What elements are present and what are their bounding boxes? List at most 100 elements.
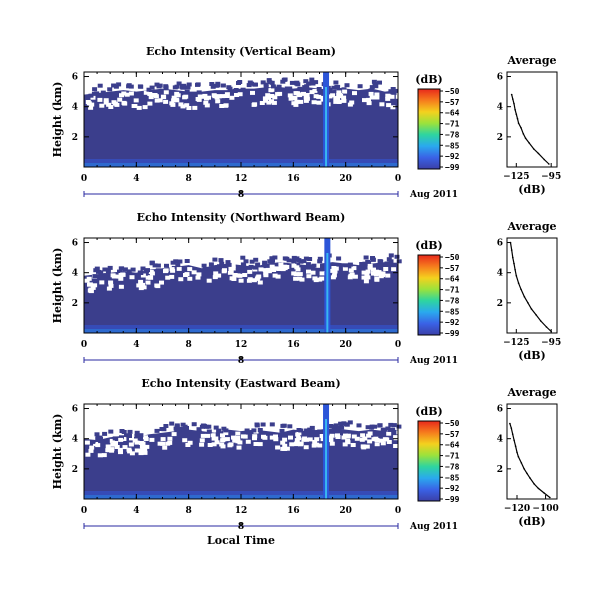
heatmap-cell (352, 274, 358, 279)
heatmap-cell (121, 100, 127, 105)
colorbar-tick-label: −99 (445, 329, 460, 338)
colorbar-tick-label: −78 (445, 462, 460, 471)
average-title: Average (506, 54, 556, 67)
average-x-label: (dB) (518, 515, 545, 528)
heatmap-cell (118, 437, 124, 442)
average-point (529, 477, 531, 479)
heatmap-cell (231, 435, 236, 440)
heatmap-cell (220, 433, 225, 438)
heatmap-cell (236, 445, 242, 450)
heatmap-cell (301, 259, 307, 264)
heatmap-cell (384, 261, 390, 266)
heatmap-cell (307, 257, 313, 261)
heatmap-cell (310, 270, 316, 275)
x-tick-label: 20 (339, 340, 352, 350)
heatmap-cell (372, 82, 378, 87)
heatmap-cell (390, 105, 396, 110)
average-y-tick-label: 6 (497, 239, 503, 249)
heatmap-cell (278, 265, 284, 269)
date-tick-label: 8 (238, 356, 244, 366)
colorbar-tick-label: −85 (445, 307, 460, 316)
heatmap-cell (184, 103, 190, 108)
heatmap-cell (210, 433, 216, 438)
heatmap-cell (294, 438, 300, 443)
average-point (513, 439, 515, 442)
heatmap-cell (291, 101, 297, 106)
heatmap-cell (107, 87, 113, 92)
heatmap-cell (220, 94, 226, 99)
heatmap-cell (329, 441, 335, 446)
heatmap-cell (354, 436, 360, 441)
heatmap-cell (113, 441, 118, 445)
heatmap-cell (216, 273, 222, 278)
colorbar-tick-label: −92 (445, 484, 460, 493)
heatmap-cell (388, 253, 394, 258)
average-point (520, 288, 522, 291)
heatmap-cell (257, 428, 263, 432)
date-label: Aug 2011 (409, 356, 458, 366)
heatmap-cell (369, 425, 374, 430)
heatmap-cell (182, 438, 188, 443)
heatmap-cell (347, 262, 353, 267)
heatmap-cell (99, 280, 105, 285)
heatmap-cell (393, 444, 399, 448)
x-axis-label: Local Time (207, 534, 275, 547)
heatmap-cell (293, 91, 299, 96)
heatmap-cell (106, 102, 112, 107)
x-tick-label: 8 (186, 174, 192, 184)
heatmap-cell (160, 94, 166, 99)
heatmap-cell (278, 262, 284, 267)
heatmap-cell (309, 77, 315, 82)
heatmap-cell (154, 98, 160, 103)
heatmap-cell (185, 443, 191, 447)
heatmap-cell (298, 428, 304, 433)
heatmap-cell (219, 261, 225, 266)
heatmap-cell (378, 274, 384, 279)
heatmap-cell (196, 90, 202, 95)
heatmap-cell (370, 257, 376, 262)
colorbar-tick-label: −99 (445, 163, 460, 172)
heatmap-cell (165, 441, 171, 446)
heatmap-cell (273, 437, 279, 442)
x-tick-label: 16 (287, 340, 300, 350)
heatmap-cell (212, 257, 218, 262)
heatmap-cell (314, 442, 320, 447)
heatmap-cell (226, 262, 232, 267)
heatmap-cell (298, 99, 304, 104)
heatmap-cell (169, 421, 175, 426)
heatmap-cell (103, 100, 109, 105)
heatmap-cell (110, 273, 116, 278)
heatmap-cell (214, 440, 220, 445)
heatmap-cell (242, 434, 248, 439)
average-point (545, 326, 548, 328)
heatmap-cell (128, 91, 134, 96)
heatmap-cell (275, 274, 281, 279)
heatmap-cell (362, 261, 368, 266)
heatmap-cell (232, 89, 238, 93)
heatmap-cell (263, 82, 269, 87)
heatmap-cell (380, 441, 386, 446)
heatmap-cell (349, 100, 355, 105)
heatmap-cell (320, 95, 326, 100)
heatmap-cell (168, 432, 174, 437)
x-tick-label: 4 (133, 174, 139, 184)
heatmap-cell (303, 79, 309, 84)
heatmap-cell (376, 270, 382, 275)
heatmap-cell (170, 268, 176, 273)
heatmap-cell (223, 431, 229, 436)
heatmap-cell (138, 451, 144, 456)
heatmap-cell (219, 104, 225, 108)
average-y-tick-label: 2 (497, 133, 503, 143)
heatmap-cell (304, 96, 310, 101)
heatmap-cell (141, 285, 147, 290)
heatmap-cell (251, 102, 257, 107)
heatmap-cell (391, 423, 397, 428)
heatmap-cell (298, 259, 304, 264)
heatmap-cell (257, 280, 263, 285)
heatmap-cell (263, 273, 269, 278)
heatmap-cell (242, 273, 248, 277)
heatmap-cell (303, 86, 309, 91)
x-tick-label: 0 (395, 174, 401, 184)
heatmap-cell (92, 283, 98, 288)
heatmap-cell (336, 90, 342, 95)
